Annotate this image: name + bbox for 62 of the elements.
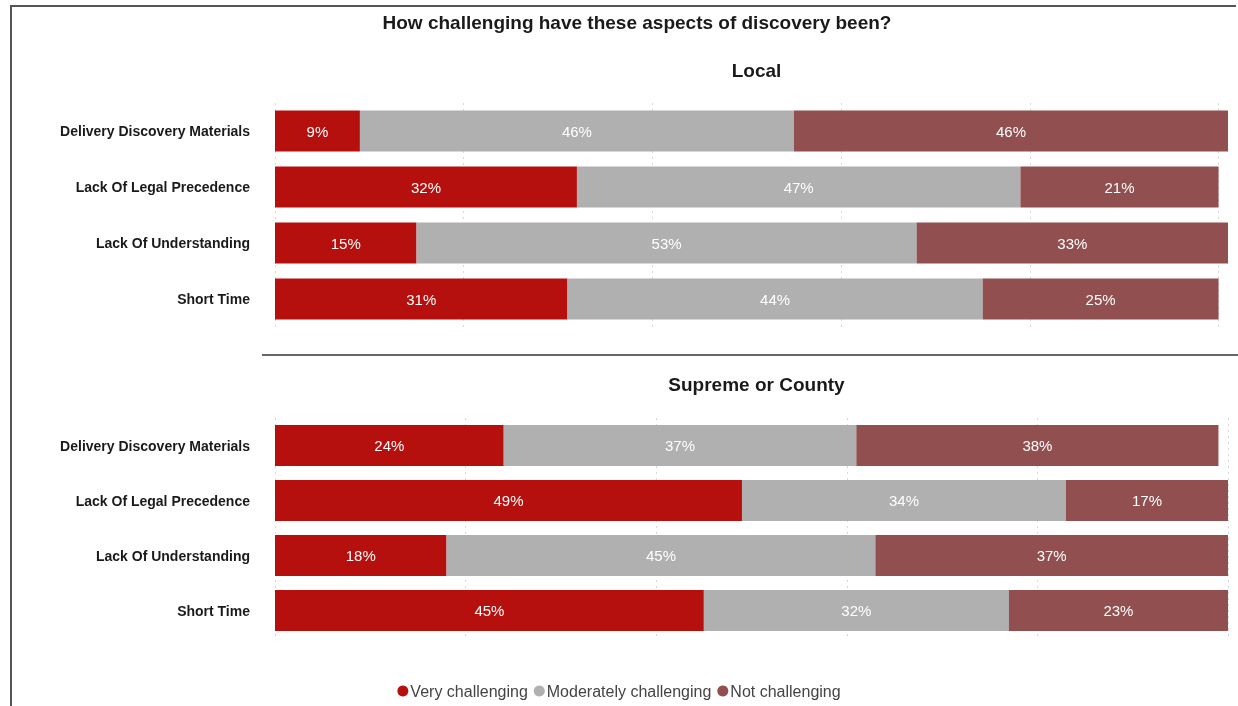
bar xyxy=(503,425,857,466)
data-label: 33% xyxy=(1057,234,1088,252)
data-label: 37% xyxy=(665,437,696,454)
bar xyxy=(1008,590,1228,631)
y-tick-label: Lack Of Understanding xyxy=(95,235,250,251)
legend-label: Moderately challenging xyxy=(546,682,712,700)
data-label: 38% xyxy=(1022,437,1053,454)
data-label: 32% xyxy=(410,178,441,196)
bar xyxy=(793,110,1228,152)
bar xyxy=(916,222,1228,264)
data-label: 34% xyxy=(888,492,919,509)
bar xyxy=(275,166,577,208)
legend-label: Not challenging xyxy=(730,682,841,700)
bar xyxy=(1020,166,1219,208)
y-tick-label: Lack Of Understanding xyxy=(95,547,250,564)
bar xyxy=(416,222,917,264)
bar xyxy=(446,535,876,576)
bar xyxy=(275,278,568,320)
data-label: 45% xyxy=(474,602,505,619)
bar xyxy=(275,425,504,466)
data-label: 31% xyxy=(406,290,437,308)
bar xyxy=(741,480,1066,521)
data-label: 15% xyxy=(330,234,361,252)
data-label: 18% xyxy=(345,547,376,564)
y-tick-label: Delivery Discovery Materials xyxy=(60,123,251,139)
y-tick-label: Short Time xyxy=(177,291,251,307)
y-tick-label: Lack Of Legal Precedence xyxy=(75,179,251,195)
bar xyxy=(1065,480,1228,521)
data-label: 47% xyxy=(783,178,814,196)
chart-title: Supreme or County xyxy=(668,374,846,395)
data-label: 46% xyxy=(995,122,1026,140)
data-label: 17% xyxy=(1131,492,1163,509)
y-tick-label: Short Time xyxy=(177,602,251,619)
data-label: 21% xyxy=(1104,178,1135,196)
y-tick-label: Delivery Discovery Materials xyxy=(60,437,251,454)
bar xyxy=(359,110,794,152)
bar xyxy=(856,425,1219,466)
data-label: 53% xyxy=(651,234,682,252)
bar xyxy=(875,535,1228,576)
data-label: 46% xyxy=(561,122,592,140)
bar xyxy=(275,535,447,576)
y-tick-label: Lack Of Legal Precedence xyxy=(75,492,251,509)
data-label: 23% xyxy=(1103,602,1134,619)
data-label: 44% xyxy=(760,290,791,308)
data-label: 32% xyxy=(841,602,872,619)
bar xyxy=(275,590,704,631)
data-label: 49% xyxy=(493,492,524,509)
bar xyxy=(703,590,1009,631)
bar xyxy=(982,278,1219,320)
bar xyxy=(567,278,983,320)
chart-subtitle: Local xyxy=(731,60,782,81)
bar xyxy=(275,222,417,264)
legend-label: Very challenging xyxy=(410,682,528,700)
bar xyxy=(576,166,1021,208)
data-label: 25% xyxy=(1085,290,1116,308)
data-label: 45% xyxy=(645,547,676,564)
data-label: 24% xyxy=(374,437,405,454)
bar xyxy=(275,480,742,521)
data-label: 37% xyxy=(1036,547,1067,564)
bar xyxy=(275,110,360,152)
data-label: 9% xyxy=(306,122,329,140)
chart-title: How challenging have these aspects of discovery been? xyxy=(382,12,892,33)
